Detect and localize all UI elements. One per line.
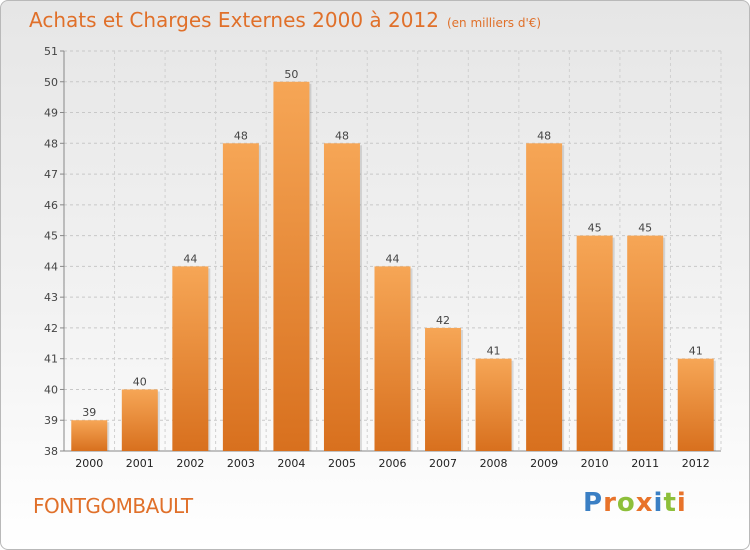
x-tick-label: 2004 xyxy=(277,457,305,470)
data-label: 40 xyxy=(133,375,147,388)
data-label: 50 xyxy=(284,68,298,81)
logo-letter: o xyxy=(616,488,636,518)
y-tick-label: 39 xyxy=(44,414,58,427)
x-tick-label: 2002 xyxy=(176,457,204,470)
bar xyxy=(71,420,108,451)
data-label: 41 xyxy=(487,345,501,358)
data-label: 48 xyxy=(335,129,349,142)
commune-name: FONTGOMBAULT xyxy=(33,494,193,518)
logo-letter: i xyxy=(676,488,687,518)
bar xyxy=(677,358,714,451)
data-label: 45 xyxy=(588,222,602,235)
bar xyxy=(374,266,411,451)
y-tick-label: 47 xyxy=(44,168,58,181)
data-label: 48 xyxy=(537,129,551,142)
bar xyxy=(475,358,512,451)
data-label: 45 xyxy=(638,222,652,235)
x-tick-label: 2008 xyxy=(480,457,508,470)
x-tick-label: 2010 xyxy=(581,457,609,470)
data-label: 41 xyxy=(689,345,703,358)
data-label: 42 xyxy=(436,314,450,327)
bar xyxy=(121,389,158,451)
y-tick-label: 44 xyxy=(44,260,58,273)
bar xyxy=(576,235,613,451)
x-tick-label: 2003 xyxy=(227,457,255,470)
y-tick-label: 49 xyxy=(44,107,58,120)
y-tick-label: 48 xyxy=(44,137,58,150)
bar xyxy=(323,143,360,452)
y-tick-label: 40 xyxy=(44,383,58,396)
bar xyxy=(425,327,462,451)
bar xyxy=(172,266,209,451)
y-tick-label: 42 xyxy=(44,322,58,335)
x-tick-label: 2005 xyxy=(328,457,356,470)
bar xyxy=(526,143,563,452)
logo-letter: x xyxy=(635,488,654,518)
logo-letter: i xyxy=(653,488,664,518)
proxiti-logo[interactable]: Proxiti xyxy=(583,488,687,518)
y-tick-label: 41 xyxy=(44,353,58,366)
y-tick-label: 43 xyxy=(44,291,58,304)
bar xyxy=(222,143,259,452)
x-tick-label: 2001 xyxy=(126,457,154,470)
data-label: 44 xyxy=(183,252,197,265)
y-tick-label: 45 xyxy=(44,230,58,243)
bar xyxy=(273,81,310,452)
logo-letter: P xyxy=(583,488,604,518)
logo-letter: t xyxy=(663,488,677,518)
data-label: 39 xyxy=(82,406,96,419)
x-tick-label: 2009 xyxy=(530,457,558,470)
y-tick-label: 51 xyxy=(44,45,58,58)
chart-title: Achats et Charges Externes 2000 à 2012 (e… xyxy=(29,8,541,32)
y-tick-label: 50 xyxy=(44,76,58,89)
unit-label: (en milliers d'€) xyxy=(446,16,542,30)
bar xyxy=(627,235,664,451)
x-tick-label: 2007 xyxy=(429,457,457,470)
title-text: Achats et Charges Externes 2000 à 2012 xyxy=(29,8,439,32)
x-tick-label: 2011 xyxy=(631,457,659,470)
data-label: 44 xyxy=(386,252,400,265)
y-tick-label: 38 xyxy=(44,445,58,458)
data-label: 48 xyxy=(234,129,248,142)
x-tick-label: 2006 xyxy=(379,457,407,470)
x-tick-label: 2000 xyxy=(75,457,103,470)
x-tick-label: 2012 xyxy=(682,457,710,470)
y-tick-label: 46 xyxy=(44,199,58,212)
logo-letter: r xyxy=(603,488,617,518)
